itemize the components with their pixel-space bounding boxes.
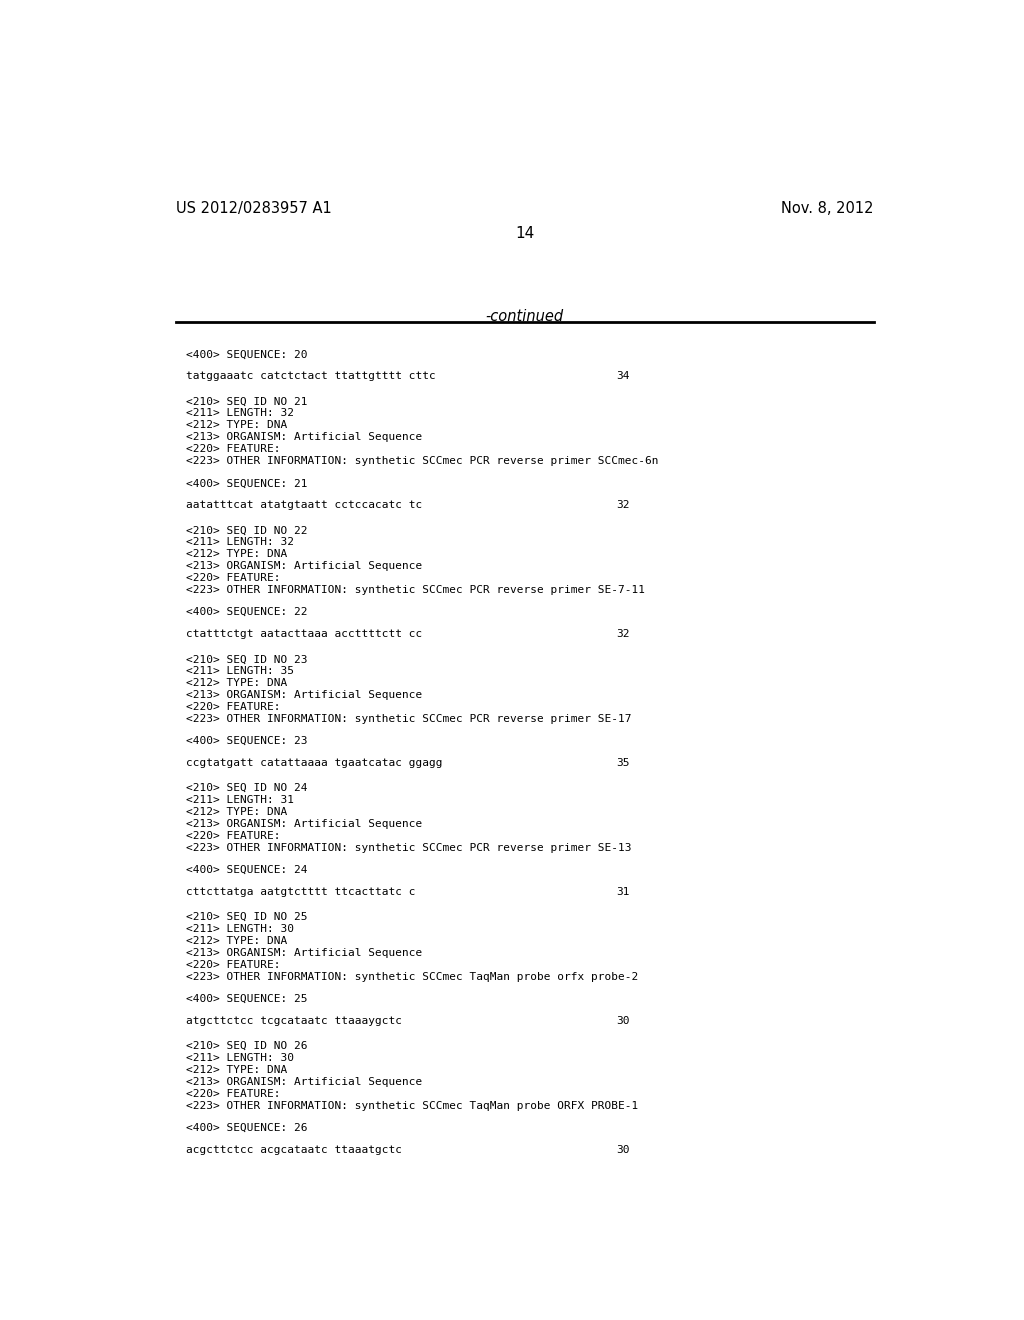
- Text: <211> LENGTH: 30: <211> LENGTH: 30: [186, 924, 294, 935]
- Text: <223> OTHER INFORMATION: synthetic SCCmec TaqMan probe orfx probe-2: <223> OTHER INFORMATION: synthetic SCCme…: [186, 972, 638, 982]
- Text: <213> ORGANISM: Artificial Sequence: <213> ORGANISM: Artificial Sequence: [186, 561, 422, 572]
- Text: -continued: -continued: [485, 309, 564, 325]
- Text: <400> SEQUENCE: 20: <400> SEQUENCE: 20: [186, 350, 307, 359]
- Text: <212> TYPE: DNA: <212> TYPE: DNA: [186, 807, 288, 817]
- Text: <211> LENGTH: 32: <211> LENGTH: 32: [186, 408, 294, 418]
- Text: <212> TYPE: DNA: <212> TYPE: DNA: [186, 420, 288, 430]
- Text: 30: 30: [616, 1144, 630, 1155]
- Text: Nov. 8, 2012: Nov. 8, 2012: [781, 201, 873, 215]
- Text: 32: 32: [616, 630, 630, 639]
- Text: aatatttcat atatgtaatt cctccacatc tc: aatatttcat atatgtaatt cctccacatc tc: [186, 500, 422, 511]
- Text: <400> SEQUENCE: 21: <400> SEQUENCE: 21: [186, 478, 307, 488]
- Text: cttcttatga aatgtctttt ttcacttatc c: cttcttatga aatgtctttt ttcacttatc c: [186, 887, 416, 898]
- Text: <220> FEATURE:: <220> FEATURE:: [186, 445, 281, 454]
- Text: ctatttctgt aatacttaaa accttttctt cc: ctatttctgt aatacttaaa accttttctt cc: [186, 630, 422, 639]
- Text: <210> SEQ ID NO 23: <210> SEQ ID NO 23: [186, 655, 307, 664]
- Text: <213> ORGANISM: Artificial Sequence: <213> ORGANISM: Artificial Sequence: [186, 948, 422, 958]
- Text: 31: 31: [616, 887, 630, 898]
- Text: <213> ORGANISM: Artificial Sequence: <213> ORGANISM: Artificial Sequence: [186, 818, 422, 829]
- Text: ccgtatgatt catattaaaa tgaatcatac ggagg: ccgtatgatt catattaaaa tgaatcatac ggagg: [186, 758, 442, 768]
- Text: <212> TYPE: DNA: <212> TYPE: DNA: [186, 549, 288, 560]
- Text: <211> LENGTH: 35: <211> LENGTH: 35: [186, 667, 294, 676]
- Text: <211> LENGTH: 32: <211> LENGTH: 32: [186, 537, 294, 548]
- Text: <223> OTHER INFORMATION: synthetic SCCmec PCR reverse primer SCCmec-6n: <223> OTHER INFORMATION: synthetic SCCme…: [186, 457, 658, 466]
- Text: <211> LENGTH: 31: <211> LENGTH: 31: [186, 795, 294, 805]
- Text: <213> ORGANISM: Artificial Sequence: <213> ORGANISM: Artificial Sequence: [186, 1077, 422, 1086]
- Text: <210> SEQ ID NO 21: <210> SEQ ID NO 21: [186, 396, 307, 407]
- Text: <223> OTHER INFORMATION: synthetic SCCmec TaqMan probe ORFX PROBE-1: <223> OTHER INFORMATION: synthetic SCCme…: [186, 1101, 638, 1110]
- Text: acgcttctcc acgcataatc ttaaatgctc: acgcttctcc acgcataatc ttaaatgctc: [186, 1144, 402, 1155]
- Text: <212> TYPE: DNA: <212> TYPE: DNA: [186, 1065, 288, 1074]
- Text: 35: 35: [616, 758, 630, 768]
- Text: <220> FEATURE:: <220> FEATURE:: [186, 702, 281, 711]
- Text: <213> ORGANISM: Artificial Sequence: <213> ORGANISM: Artificial Sequence: [186, 690, 422, 700]
- Text: <400> SEQUENCE: 25: <400> SEQUENCE: 25: [186, 994, 307, 1003]
- Text: 14: 14: [515, 226, 535, 242]
- Text: <211> LENGTH: 30: <211> LENGTH: 30: [186, 1053, 294, 1063]
- Text: <223> OTHER INFORMATION: synthetic SCCmec PCR reverse primer SE-13: <223> OTHER INFORMATION: synthetic SCCme…: [186, 843, 632, 853]
- Text: <400> SEQUENCE: 24: <400> SEQUENCE: 24: [186, 865, 307, 875]
- Text: <213> ORGANISM: Artificial Sequence: <213> ORGANISM: Artificial Sequence: [186, 433, 422, 442]
- Text: US 2012/0283957 A1: US 2012/0283957 A1: [176, 201, 332, 215]
- Text: <400> SEQUENCE: 26: <400> SEQUENCE: 26: [186, 1123, 307, 1133]
- Text: <210> SEQ ID NO 25: <210> SEQ ID NO 25: [186, 912, 307, 923]
- Text: <223> OTHER INFORMATION: synthetic SCCmec PCR reverse primer SE-17: <223> OTHER INFORMATION: synthetic SCCme…: [186, 714, 632, 723]
- Text: <400> SEQUENCE: 23: <400> SEQUENCE: 23: [186, 737, 307, 746]
- Text: <223> OTHER INFORMATION: synthetic SCCmec PCR reverse primer SE-7-11: <223> OTHER INFORMATION: synthetic SCCme…: [186, 585, 645, 595]
- Text: <210> SEQ ID NO 24: <210> SEQ ID NO 24: [186, 783, 307, 793]
- Text: 30: 30: [616, 1016, 630, 1026]
- Text: <212> TYPE: DNA: <212> TYPE: DNA: [186, 936, 288, 946]
- Text: <212> TYPE: DNA: <212> TYPE: DNA: [186, 678, 288, 688]
- Text: atgcttctcc tcgcataatc ttaaaygctc: atgcttctcc tcgcataatc ttaaaygctc: [186, 1016, 402, 1026]
- Text: 34: 34: [616, 371, 630, 381]
- Text: <220> FEATURE:: <220> FEATURE:: [186, 960, 281, 970]
- Text: 32: 32: [616, 500, 630, 511]
- Text: <400> SEQUENCE: 22: <400> SEQUENCE: 22: [186, 607, 307, 618]
- Text: <210> SEQ ID NO 22: <210> SEQ ID NO 22: [186, 525, 307, 536]
- Text: tatggaaatc catctctact ttattgtttt cttc: tatggaaatc catctctact ttattgtttt cttc: [186, 371, 436, 381]
- Text: <210> SEQ ID NO 26: <210> SEQ ID NO 26: [186, 1041, 307, 1051]
- Text: <220> FEATURE:: <220> FEATURE:: [186, 573, 281, 583]
- Text: <220> FEATURE:: <220> FEATURE:: [186, 1089, 281, 1098]
- Text: <220> FEATURE:: <220> FEATURE:: [186, 830, 281, 841]
